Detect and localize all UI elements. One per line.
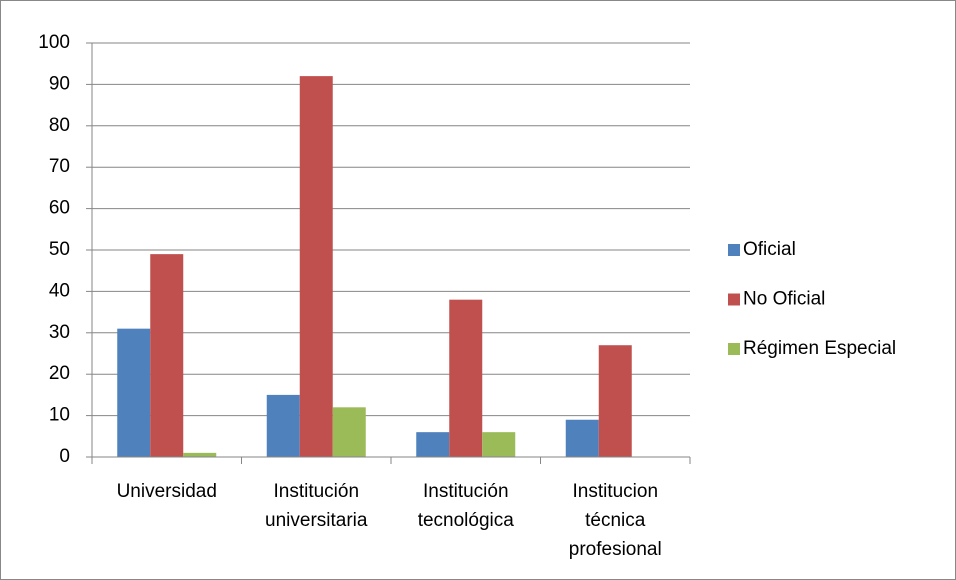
- legend-label: No Oficial: [743, 289, 825, 310]
- bar: [266, 394, 300, 457]
- y-tick-label: 10: [49, 405, 70, 426]
- legend-label: Régimen Especial: [743, 338, 896, 359]
- bar: [449, 299, 483, 457]
- y-tick-label: 100: [38, 32, 70, 53]
- bar: [299, 76, 333, 458]
- y-tick-label: 20: [49, 363, 70, 384]
- y-tick-label: 40: [49, 280, 70, 301]
- bar: [598, 345, 632, 457]
- bar: [482, 432, 516, 457]
- bar: [565, 419, 599, 457]
- y-tick-label: 60: [49, 198, 70, 219]
- bar: [416, 432, 450, 457]
- y-tick-label: 30: [49, 322, 70, 343]
- y-tick-label: 90: [49, 73, 70, 94]
- legend-swatch: [728, 244, 740, 256]
- bar: [117, 328, 151, 457]
- bar: [183, 452, 217, 457]
- bar: [150, 254, 184, 457]
- x-tick-label: Institucion técnica profesional: [568, 481, 662, 560]
- x-tick-label: Universidad: [116, 481, 217, 502]
- bar: [332, 407, 366, 457]
- x-tick-label: Institución tecnológica: [417, 481, 514, 531]
- y-tick-label: 70: [49, 156, 70, 177]
- y-tick-label: 50: [49, 239, 70, 260]
- legend-swatch: [728, 293, 740, 306]
- y-tick-label: 80: [49, 115, 70, 136]
- x-tick-label: Institución universitaria: [265, 481, 368, 531]
- legend-label: Oficial: [743, 239, 796, 260]
- y-tick-label: 0: [59, 446, 70, 467]
- legend-swatch: [728, 343, 740, 355]
